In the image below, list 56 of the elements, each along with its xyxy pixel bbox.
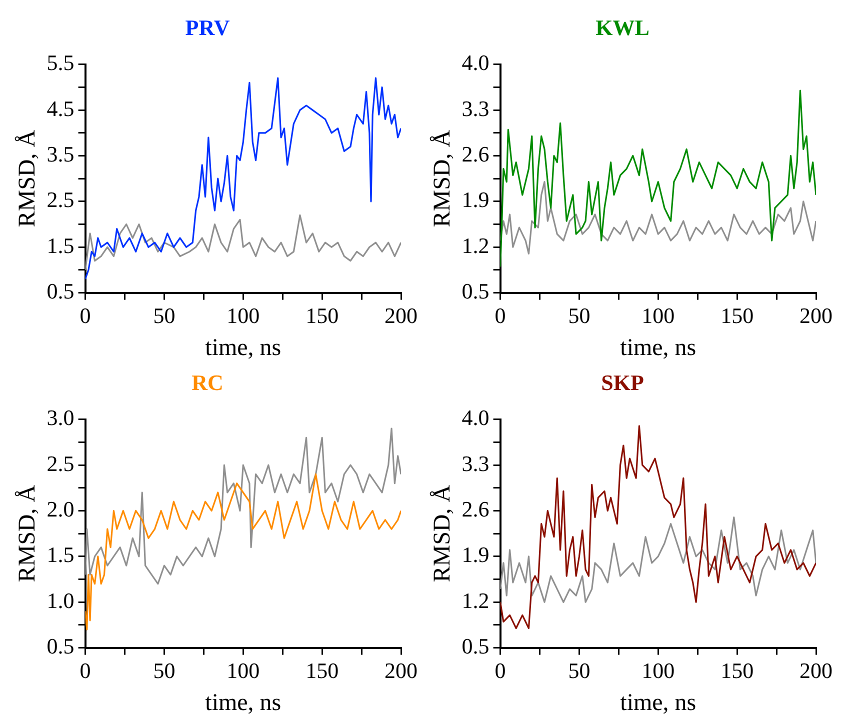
x-tick-label: 50 bbox=[153, 302, 176, 328]
x-axis-title: time, ns bbox=[620, 334, 696, 361]
y-tick-label: 2.5 bbox=[46, 450, 74, 476]
x-axis-title: time, ns bbox=[205, 334, 282, 361]
chart-title: KWL bbox=[596, 14, 650, 40]
x-tick-label: 100 bbox=[226, 302, 260, 328]
y-tick-label: 3.0 bbox=[46, 405, 74, 430]
x-tick-label: 0 bbox=[80, 658, 91, 683]
y-tick-label: 2.6 bbox=[462, 142, 490, 167]
y-tick-label: 4.0 bbox=[462, 50, 490, 76]
y-tick-label: 1.9 bbox=[462, 542, 490, 568]
x-tick-label: 200 bbox=[384, 302, 418, 328]
y-tick-label: 0.5 bbox=[462, 634, 490, 659]
y-tick-label: 0.5 bbox=[462, 278, 490, 304]
y-axis-title: RMSD, Å bbox=[14, 129, 41, 228]
x-tick-label: 50 bbox=[153, 658, 176, 683]
x-tick-label: 150 bbox=[720, 302, 754, 328]
y-axis-title: RMSD, Å bbox=[14, 484, 41, 582]
x-tick-label: 0 bbox=[494, 302, 506, 328]
y-tick-label: 1.2 bbox=[462, 232, 490, 258]
y-axis-title: RMSD, Å bbox=[430, 484, 456, 582]
x-tick-label: 100 bbox=[226, 658, 260, 683]
x-tick-label: 150 bbox=[720, 658, 754, 683]
y-tick-label: 5.5 bbox=[46, 50, 74, 76]
x-tick-label: 200 bbox=[800, 658, 832, 683]
y-tick-label: 2.6 bbox=[462, 496, 490, 522]
y-tick-label: 0.5 bbox=[46, 278, 74, 304]
x-tick-label: 100 bbox=[642, 658, 675, 683]
y-tick-label: 1.9 bbox=[462, 187, 490, 212]
x-tick-label: 150 bbox=[306, 658, 339, 683]
chart-title: RC bbox=[192, 370, 224, 395]
y-tick-label: 3.3 bbox=[462, 450, 490, 476]
chart-title: SKP bbox=[601, 370, 644, 395]
y-tick-label: 3.5 bbox=[46, 142, 74, 167]
x-tick-label: 150 bbox=[306, 302, 339, 328]
chart-title: PRV bbox=[185, 14, 230, 40]
y-tick-label: 0.5 bbox=[46, 634, 74, 659]
y-tick-label: 1.0 bbox=[46, 588, 74, 613]
y-tick-label: 1.5 bbox=[46, 542, 74, 568]
y-tick-label: 2.0 bbox=[46, 496, 74, 522]
y-tick-label: 3.3 bbox=[462, 96, 490, 121]
y-tick-label: 1.2 bbox=[462, 588, 490, 613]
y-tick-label: 1.5 bbox=[46, 232, 74, 258]
y-axis-title: RMSD, Å bbox=[430, 129, 456, 228]
x-axis-title: time, ns bbox=[205, 690, 282, 716]
x-axis-title: time, ns bbox=[620, 690, 696, 716]
x-tick-label: 200 bbox=[800, 302, 832, 328]
x-tick-label: 100 bbox=[642, 302, 675, 328]
x-tick-label: 200 bbox=[384, 658, 418, 683]
x-tick-label: 0 bbox=[80, 302, 91, 328]
x-tick-label: 50 bbox=[568, 302, 590, 328]
y-tick-label: 4.0 bbox=[462, 405, 490, 430]
y-tick-label: 4.5 bbox=[46, 96, 74, 121]
x-tick-label: 0 bbox=[494, 658, 506, 683]
x-tick-label: 50 bbox=[568, 658, 590, 683]
y-tick-label: 2.5 bbox=[46, 187, 74, 212]
